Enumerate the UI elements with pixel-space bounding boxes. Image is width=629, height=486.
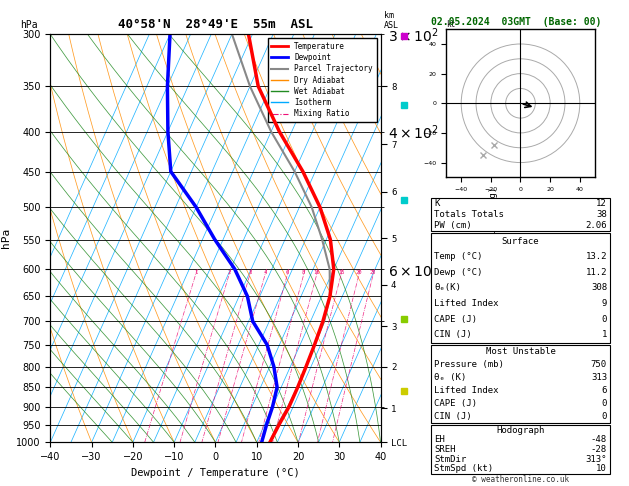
Text: PW (cm): PW (cm) (434, 221, 472, 230)
Text: © weatheronline.co.uk: © weatheronline.co.uk (472, 474, 569, 484)
Text: 1: 1 (601, 330, 607, 339)
Text: 308: 308 (591, 283, 607, 293)
Y-axis label: Mixing Ratio (g/kg): Mixing Ratio (g/kg) (489, 187, 498, 289)
Text: 3: 3 (248, 270, 252, 275)
Text: 38: 38 (596, 210, 607, 219)
Text: θₑ (K): θₑ (K) (434, 373, 466, 382)
Text: Most Unstable: Most Unstable (486, 347, 555, 356)
Text: Dewp (°C): Dewp (°C) (434, 268, 482, 277)
Text: 0: 0 (601, 412, 607, 421)
Text: Lifted Index: Lifted Index (434, 386, 499, 395)
Text: θₑ(K): θₑ(K) (434, 283, 461, 293)
Text: CIN (J): CIN (J) (434, 412, 472, 421)
Text: StmSpd (kt): StmSpd (kt) (434, 465, 493, 473)
Text: StmDir: StmDir (434, 455, 466, 464)
Text: 9: 9 (601, 299, 607, 308)
Text: 25: 25 (370, 270, 376, 275)
Text: 10: 10 (313, 270, 320, 275)
Y-axis label: hPa: hPa (1, 228, 11, 248)
Text: 750: 750 (591, 360, 607, 369)
Text: 13.2: 13.2 (586, 252, 607, 261)
Text: -28: -28 (591, 445, 607, 454)
Text: 15: 15 (338, 270, 344, 275)
Text: Totals Totals: Totals Totals (434, 210, 504, 219)
Text: CAPE (J): CAPE (J) (434, 315, 477, 324)
Text: Temp (°C): Temp (°C) (434, 252, 482, 261)
Text: 0: 0 (601, 399, 607, 408)
Text: Hodograph: Hodograph (496, 426, 545, 434)
Text: 20: 20 (355, 270, 362, 275)
Text: EH: EH (434, 435, 445, 444)
Text: 1: 1 (194, 270, 198, 275)
Text: Surface: Surface (502, 237, 539, 245)
Text: 02.05.2024  03GMT  (Base: 00): 02.05.2024 03GMT (Base: 00) (431, 17, 601, 27)
X-axis label: Dewpoint / Temperature (°C): Dewpoint / Temperature (°C) (131, 468, 300, 478)
Text: CIN (J): CIN (J) (434, 330, 472, 339)
Text: Lifted Index: Lifted Index (434, 299, 499, 308)
Text: 6: 6 (286, 270, 289, 275)
Text: km
ASL: km ASL (384, 11, 399, 30)
Legend: Temperature, Dewpoint, Parcel Trajectory, Dry Adiabat, Wet Adiabat, Isotherm, Mi: Temperature, Dewpoint, Parcel Trajectory… (267, 38, 377, 122)
Text: 4: 4 (264, 270, 267, 275)
Text: 6: 6 (601, 386, 607, 395)
Text: hPa: hPa (21, 20, 38, 30)
Text: SREH: SREH (434, 445, 455, 454)
Text: K: K (434, 199, 440, 208)
Title: 40°58'N  28°49'E  55m  ASL: 40°58'N 28°49'E 55m ASL (118, 18, 313, 32)
Text: 8: 8 (302, 270, 305, 275)
Text: 10: 10 (596, 465, 607, 473)
Text: kt: kt (447, 20, 455, 29)
Text: 2: 2 (228, 270, 231, 275)
Text: 11.2: 11.2 (586, 268, 607, 277)
Text: CAPE (J): CAPE (J) (434, 399, 477, 408)
Text: -48: -48 (591, 435, 607, 444)
Text: Pressure (mb): Pressure (mb) (434, 360, 504, 369)
Text: 2.06: 2.06 (586, 221, 607, 230)
Text: 12: 12 (596, 199, 607, 208)
Text: 0: 0 (601, 315, 607, 324)
Text: 313°: 313° (586, 455, 607, 464)
Text: 313: 313 (591, 373, 607, 382)
